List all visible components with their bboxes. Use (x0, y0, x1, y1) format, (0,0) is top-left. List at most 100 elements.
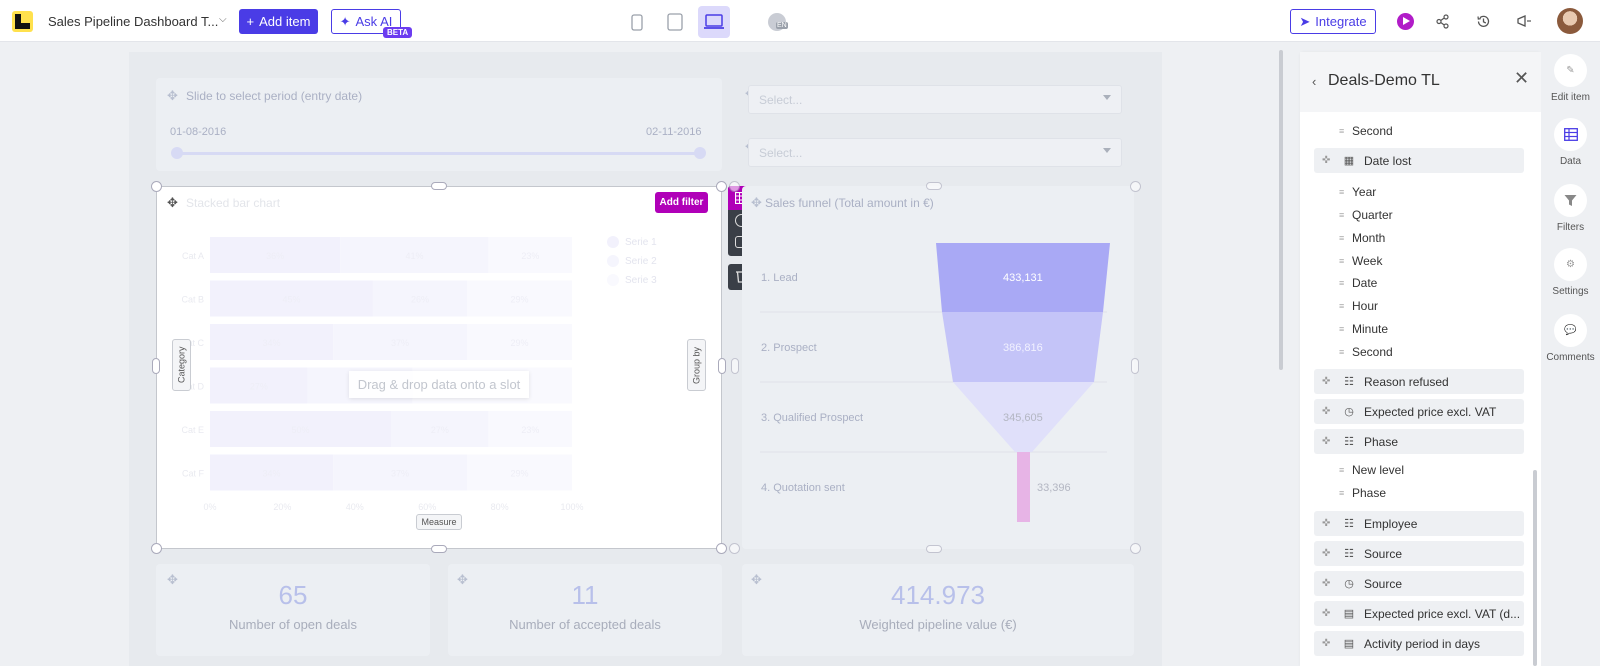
resize-handle-ne[interactable] (716, 181, 727, 192)
bar-segment (467, 454, 572, 491)
data-field-item[interactable]: ≡ Week (1314, 248, 1524, 273)
drag-handle-icon[interactable]: ✥ (167, 195, 178, 210)
kpi-card-open-deals[interactable] (156, 564, 430, 656)
drag-handle-icon[interactable]: ✥ (167, 572, 178, 587)
phone-icon (631, 13, 643, 31)
resize-handle-e[interactable] (718, 358, 726, 374)
filter-select-1[interactable]: Select... (748, 85, 1122, 114)
data-field-group[interactable]: ✜ ▦ Date lost (1314, 148, 1524, 173)
drag-grip-icon[interactable]: ≡ (1339, 487, 1345, 498)
drag-grip-icon[interactable]: ≡ (1339, 323, 1345, 334)
panel-scrollbar[interactable] (1533, 470, 1537, 666)
drag-grip-icon[interactable]: ≡ (1339, 300, 1345, 311)
ask-ai-button[interactable]: ✦ Ask AI (331, 9, 401, 34)
group-by-slot[interactable]: Group by (687, 339, 706, 391)
user-avatar[interactable] (1557, 8, 1583, 34)
slider-end-handle[interactable] (694, 147, 706, 159)
dashboard-title[interactable]: Sales Pipeline Dashboard T... (48, 14, 219, 29)
drag-grip-icon[interactable]: ≡ (1339, 464, 1345, 475)
data-field-group[interactable]: ✜ ☷ Reason refused (1314, 369, 1524, 394)
resize-handle-sw[interactable] (151, 543, 162, 554)
desktop-view-button[interactable] (698, 6, 730, 38)
measure-slot[interactable]: Measure (416, 514, 462, 530)
resize-handle-e[interactable] (1131, 358, 1139, 374)
close-icon[interactable]: ✕ (1514, 68, 1530, 88)
drag-grip-icon[interactable]: ≡ (1339, 209, 1345, 220)
drag-grip-icon[interactable]: ≡ (1339, 125, 1345, 136)
data-field-group[interactable]: ✜ ☷ Employee (1314, 511, 1524, 536)
data-field-item[interactable]: ≡ Month (1314, 225, 1524, 250)
resize-handle-se[interactable] (716, 543, 727, 554)
resize-handle-sw[interactable] (729, 543, 740, 554)
drag-handle-icon[interactable]: ✥ (167, 88, 178, 103)
data-field-item[interactable]: ≡ Date (1314, 270, 1524, 295)
drag-handle-icon[interactable]: ✜ (1322, 578, 1331, 589)
language-globe-icon[interactable]: EN (768, 13, 788, 31)
drag-handle-icon[interactable]: ✜ (1322, 376, 1331, 387)
data-field-item[interactable]: ≡ Second (1314, 118, 1524, 143)
chevron-down-icon[interactable]: ⌵ (219, 14, 227, 25)
preview-play-icon[interactable] (1397, 13, 1414, 30)
filter-select-2[interactable]: Select... (748, 138, 1122, 167)
history-icon[interactable] (1474, 12, 1492, 30)
drag-grip-icon[interactable]: ≡ (1339, 255, 1345, 266)
integrate-button[interactable]: ➤ Integrate (1290, 9, 1376, 34)
app-logo[interactable] (12, 11, 33, 32)
drag-handle-icon[interactable]: ✥ (751, 572, 762, 587)
canvas-scrollbar[interactable] (1279, 50, 1283, 370)
data-field-group[interactable]: ✜ ◷ Source (1314, 571, 1524, 596)
drag-grip-icon[interactable]: ≡ (1339, 346, 1345, 357)
drag-handle-icon[interactable]: ✜ (1322, 638, 1331, 649)
announcement-icon[interactable] (1515, 12, 1533, 30)
kpi-card-accepted-deals[interactable] (448, 564, 722, 656)
data-field-group[interactable]: ✜ ▤ Expected price excl. VAT (d... (1314, 601, 1524, 626)
data-field-item[interactable]: ≡ Hour (1314, 293, 1524, 318)
slider-track[interactable] (175, 152, 703, 155)
slider-start-handle[interactable] (171, 147, 183, 159)
kpi-card-weighted-pipeline[interactable] (742, 564, 1134, 656)
drag-handle-icon[interactable]: ✜ (1322, 608, 1331, 619)
add-filter-button[interactable]: Add filter (655, 192, 708, 213)
drag-grip-icon[interactable]: ≡ (1339, 277, 1345, 288)
drag-handle-icon[interactable]: ✜ (1322, 406, 1331, 417)
category-slot[interactable]: Category (172, 339, 191, 391)
back-chevron-icon[interactable]: ‹ (1312, 74, 1317, 89)
resize-handle-nw[interactable] (729, 181, 740, 192)
rail-filters[interactable]: Filters (1541, 184, 1600, 233)
resize-handle-w[interactable] (152, 358, 160, 374)
tablet-view-button[interactable] (659, 6, 691, 38)
rail-settings[interactable]: ⚙ Settings (1541, 248, 1600, 297)
data-field-group[interactable]: ✜ ☷ Source (1314, 541, 1524, 566)
data-field-group[interactable]: ✜ ▤ Activity period in days (1314, 631, 1524, 656)
data-field-item[interactable]: ≡ Minute (1314, 316, 1524, 341)
drag-grip-icon[interactable]: ≡ (1339, 186, 1345, 197)
data-field-group[interactable]: ✜ ☷ Phase (1314, 429, 1524, 454)
resize-handle-ne[interactable] (1130, 181, 1141, 192)
data-field-item[interactable]: ≡ Phase (1314, 480, 1524, 505)
rail-data[interactable]: Data (1541, 118, 1600, 167)
resize-handle-w[interactable] (731, 358, 739, 374)
resize-handle-n[interactable] (926, 182, 942, 190)
rail-comments[interactable]: 💬 Comments (1541, 314, 1600, 363)
resize-handle-s[interactable] (431, 545, 447, 553)
data-field-item[interactable]: ≡ Year (1314, 179, 1524, 204)
drag-handle-icon[interactable]: ✥ (751, 195, 762, 210)
resize-handle-se[interactable] (1130, 543, 1141, 554)
share-icon[interactable] (1433, 12, 1451, 30)
data-field-item[interactable]: ≡ Quarter (1314, 202, 1524, 227)
mobile-view-button[interactable] (621, 6, 653, 38)
resize-handle-n[interactable] (431, 182, 447, 190)
add-item-button[interactable]: + Add item (239, 9, 318, 34)
data-field-item[interactable]: ≡ Second (1314, 339, 1524, 364)
drag-handle-icon[interactable]: ✥ (457, 572, 468, 587)
drag-handle-icon[interactable]: ✜ (1322, 436, 1331, 447)
drag-handle-icon[interactable]: ✜ (1322, 518, 1331, 529)
data-field-group[interactable]: ✜ ◷ Expected price excl. VAT (1314, 399, 1524, 424)
data-field-item[interactable]: ≡ New level (1314, 457, 1524, 482)
resize-handle-s[interactable] (926, 545, 942, 553)
drag-grip-icon[interactable]: ≡ (1339, 232, 1345, 243)
resize-handle-nw[interactable] (151, 181, 162, 192)
drag-handle-icon[interactable]: ✜ (1322, 155, 1331, 166)
rail-edit-item[interactable]: ✎ Edit item (1541, 54, 1600, 103)
drag-handle-icon[interactable]: ✜ (1322, 548, 1331, 559)
